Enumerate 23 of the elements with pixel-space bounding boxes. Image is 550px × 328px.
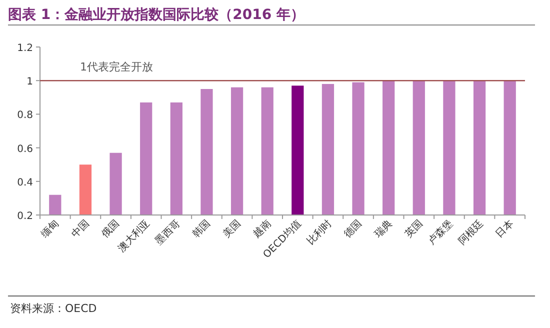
ref-line-label: 1代表完全开放 (80, 60, 153, 74)
x-tick-label: 德国 (342, 218, 364, 240)
x-tick-label: 缅甸 (38, 218, 62, 240)
y-tick-label: 0.2 (17, 211, 33, 222)
x-tick-label: 中国 (68, 218, 92, 240)
text: 资料来源：OECD (10, 302, 97, 315)
y-tick-label: 0.4 (17, 177, 33, 188)
x-tick-label: 瑞典 (372, 218, 395, 240)
x-tick-label: 阿根廷 (456, 218, 486, 248)
x-tick-label: 墨西哥 (154, 218, 183, 248)
x-tick-label: 英国 (402, 218, 426, 240)
x-tick-label: 美国 (220, 218, 244, 240)
x-tick-label: 俄国 (99, 218, 122, 240)
y-tick-label: 1.2 (17, 43, 33, 54)
x-tick-label: 越南 (250, 218, 274, 240)
x-tick-label: 日本 (493, 218, 516, 240)
y-tick-label: 0.6 (17, 144, 33, 155)
chart-title: 图表 1：金融业开放指数国际比较（2016 年） (8, 7, 304, 23)
x-tick-label: 比利时 (304, 218, 334, 248)
y-tick-label: 1 (26, 76, 33, 88)
y-tick-label: 0.8 (17, 110, 33, 122)
x-tick-label: 卢森堡 (426, 218, 456, 248)
x-tick-label: 韩国 (190, 218, 213, 240)
